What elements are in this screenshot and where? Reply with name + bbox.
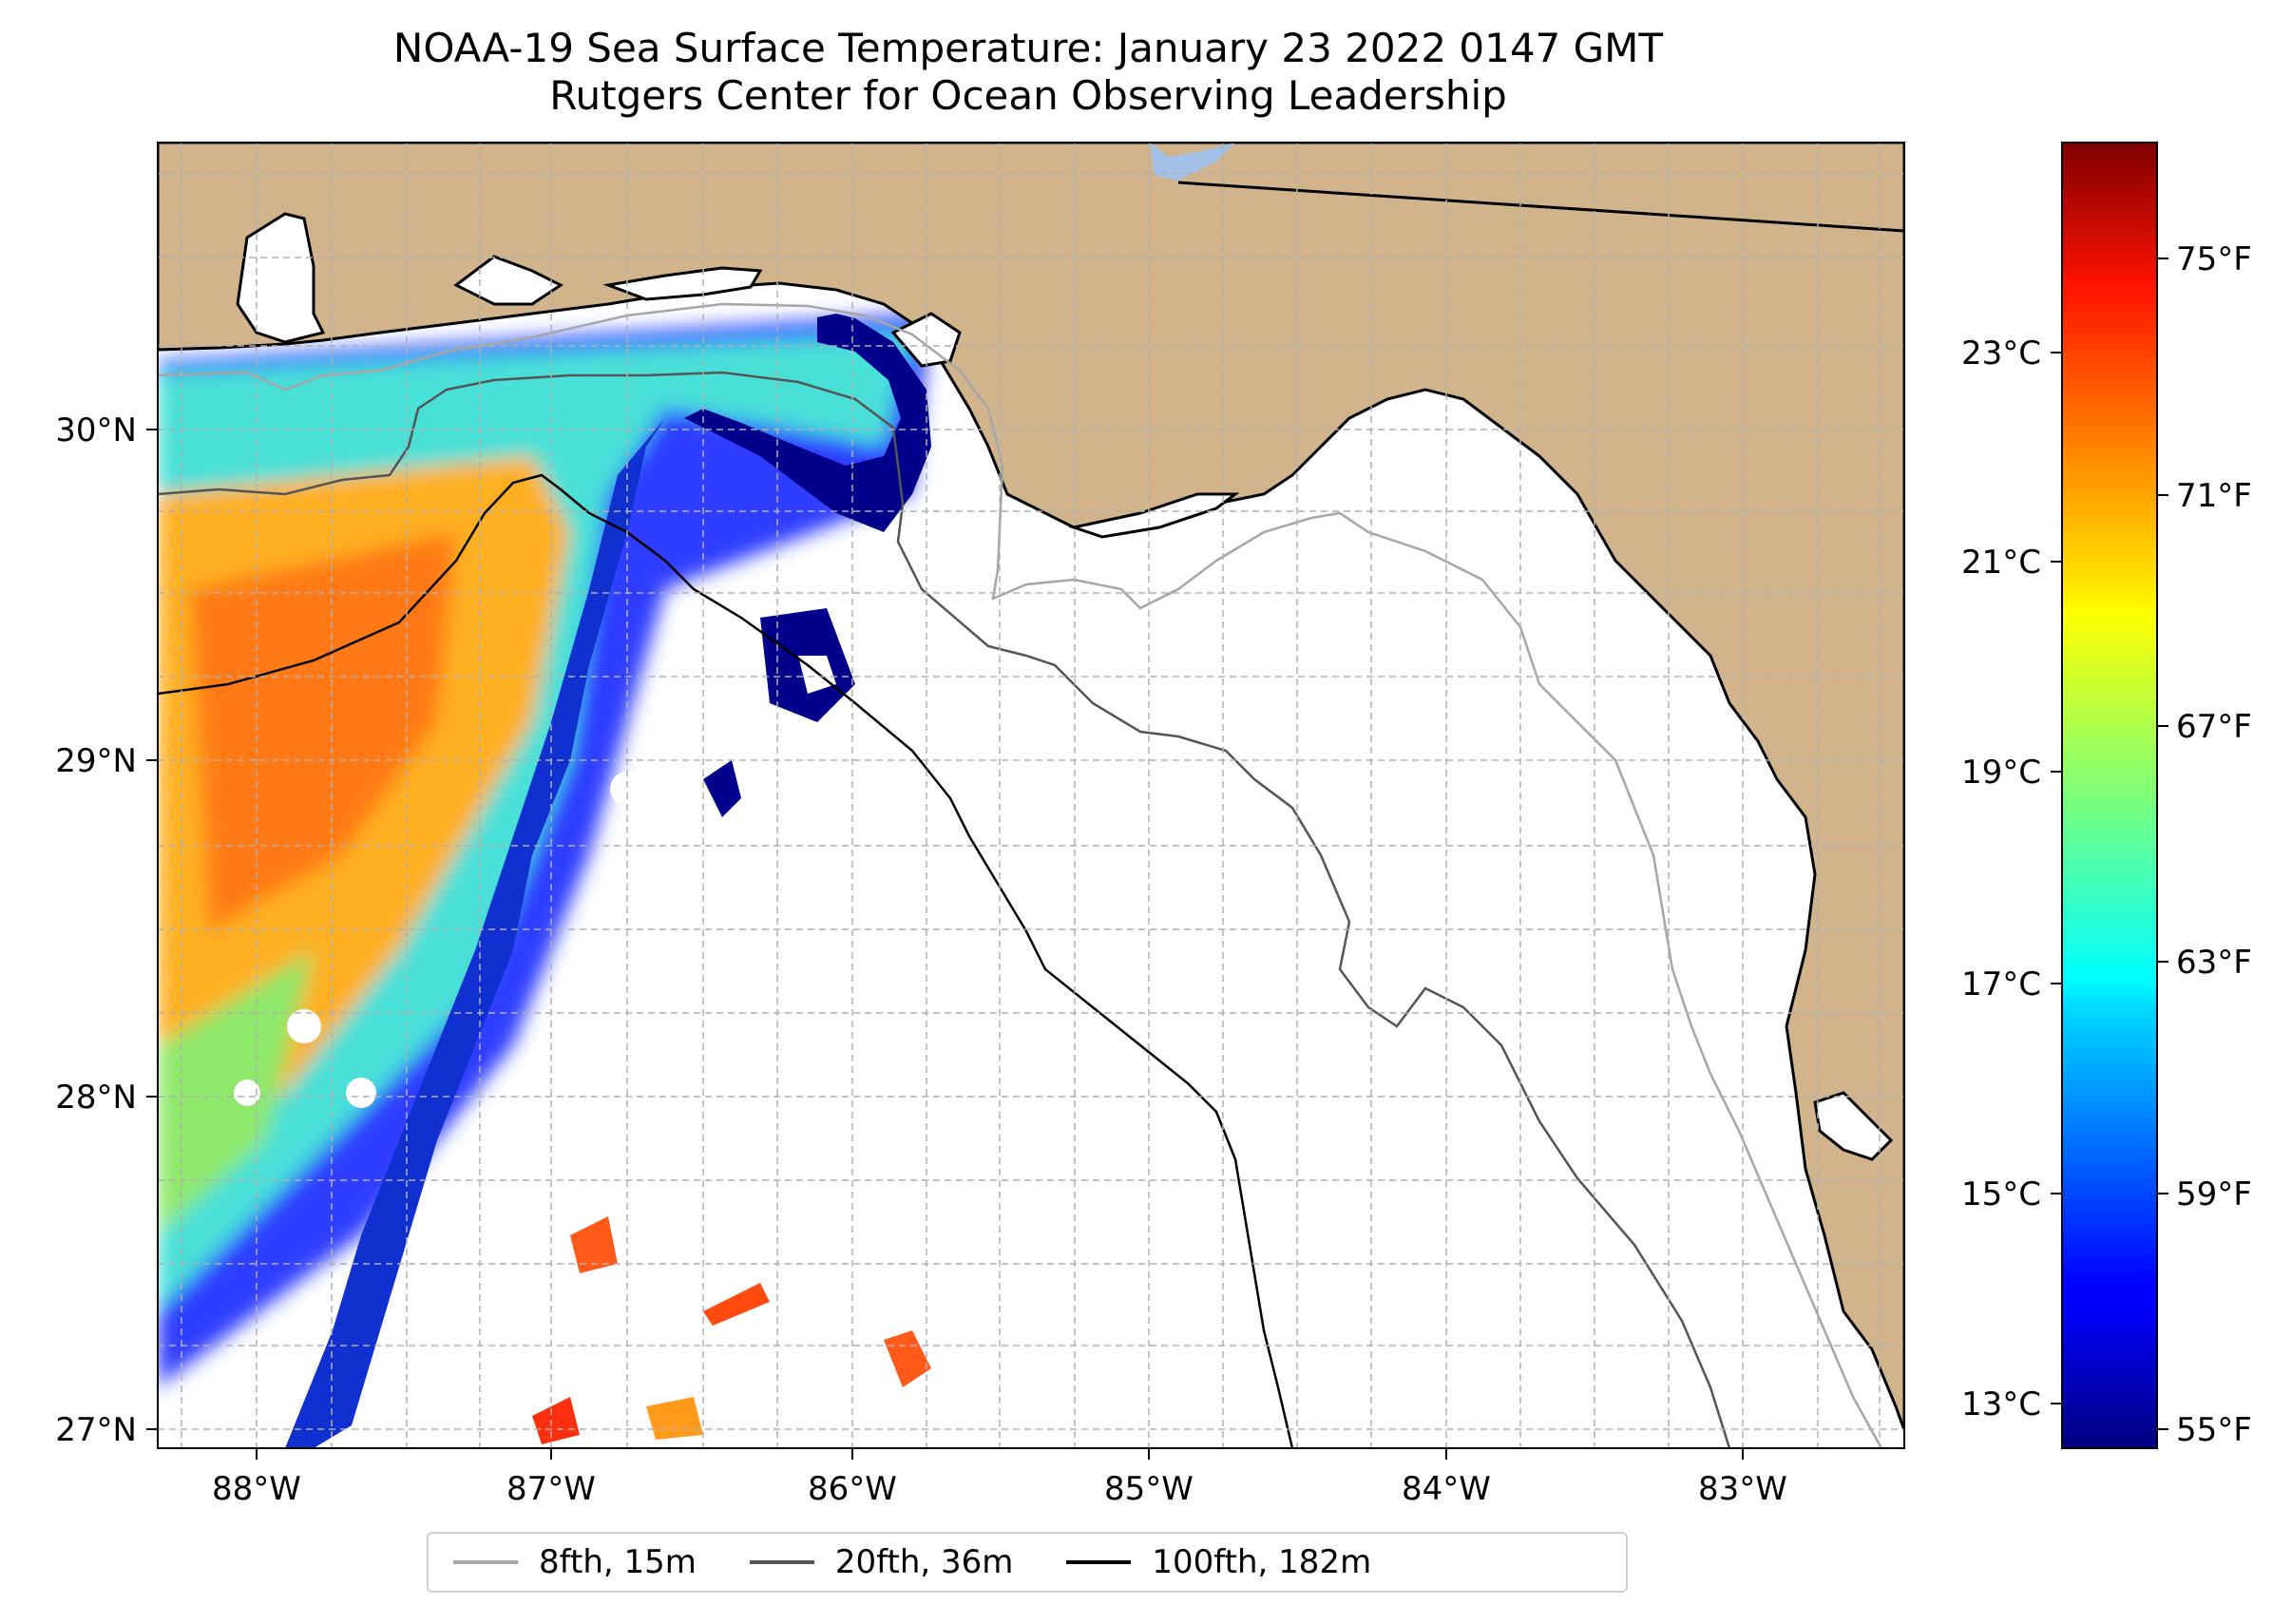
legend-item-100fth: 100fth, 182m <box>1066 1543 1371 1581</box>
lon-tick-86w: 86°W <box>808 1470 897 1508</box>
title-line-2: Rutgers Center for Ocean Observing Leade… <box>549 72 1507 119</box>
lat-tick-27n: 27°N <box>55 1411 137 1449</box>
lat-tick-28n: 28°N <box>55 1079 137 1117</box>
choctawhatchee-bay <box>602 266 763 301</box>
legend-item-8fth: 8fth, 15m <box>453 1543 697 1581</box>
lon-tick-87w: 87°W <box>506 1470 596 1508</box>
lon-tick-85w: 85°W <box>1104 1470 1194 1508</box>
map-area <box>158 143 1904 1448</box>
colorbar-c-21: 21°C <box>1961 544 2041 582</box>
colorbar-c-17: 17°C <box>1961 965 2041 1003</box>
isobath-20fth <box>158 371 1731 1448</box>
lon-axis <box>256 1448 1744 1460</box>
colorbar-c-15: 15°C <box>1961 1175 2041 1213</box>
lon-tick-88w: 88°W <box>212 1470 301 1508</box>
legend-label-20fth: 20fth, 36m <box>834 1543 1014 1581</box>
colorbar-f-63: 63°F <box>2176 944 2252 982</box>
isobath-legend: 8fth, 15m 20fth, 36m 100fth, 182m <box>427 1532 1628 1593</box>
lake <box>1150 143 1235 181</box>
isobath-8fth <box>158 302 1883 1448</box>
map-frame <box>157 142 1905 1449</box>
tampa-bay <box>1813 1091 1894 1161</box>
colorbar-c-13: 13°C <box>1961 1385 2041 1423</box>
legend-item-20fth: 20fth, 36m <box>749 1543 1014 1581</box>
mobile-bay <box>236 212 326 344</box>
lat-axis <box>146 429 158 1430</box>
legend-label-8fth: 8fth, 15m <box>539 1543 697 1581</box>
lat-tick-29n: 29°N <box>55 742 137 780</box>
legend-swatch-20fth <box>749 1560 814 1564</box>
colorbar <box>2061 142 2158 1449</box>
legend-swatch-8fth <box>453 1560 518 1564</box>
colorbar-f-75: 75°F <box>2176 240 2252 278</box>
apalachicola-bay <box>1068 492 1240 539</box>
lat-tick-30n: 30°N <box>55 411 137 449</box>
gridlines <box>158 143 1904 1448</box>
state-border <box>1177 181 1904 233</box>
lon-tick-83w: 83°W <box>1698 1470 1787 1508</box>
colorbar-f-59: 59°F <box>2176 1175 2252 1213</box>
legend-swatch-100fth <box>1066 1560 1132 1564</box>
legend-label-100fth: 100fth, 182m <box>1152 1543 1372 1581</box>
colorbar-ticks <box>2051 258 2168 1430</box>
isobath-100fth <box>158 473 1294 1448</box>
title-line-1: NOAA-19 Sea Surface Temperature: January… <box>392 25 1664 71</box>
map-title: NOAA-19 Sea Surface Temperature: January… <box>156 25 1900 120</box>
colorbar-f-71: 71°F <box>2176 477 2252 515</box>
colorbar-f-67: 67°F <box>2176 708 2252 746</box>
colorbar-f-55: 55°F <box>2176 1411 2252 1449</box>
lon-tick-84w: 84°W <box>1402 1470 1491 1508</box>
colorbar-c-19: 19°C <box>1961 754 2041 792</box>
colorbar-c-23: 23°C <box>1961 334 2041 373</box>
pensacola-bay <box>453 255 563 306</box>
